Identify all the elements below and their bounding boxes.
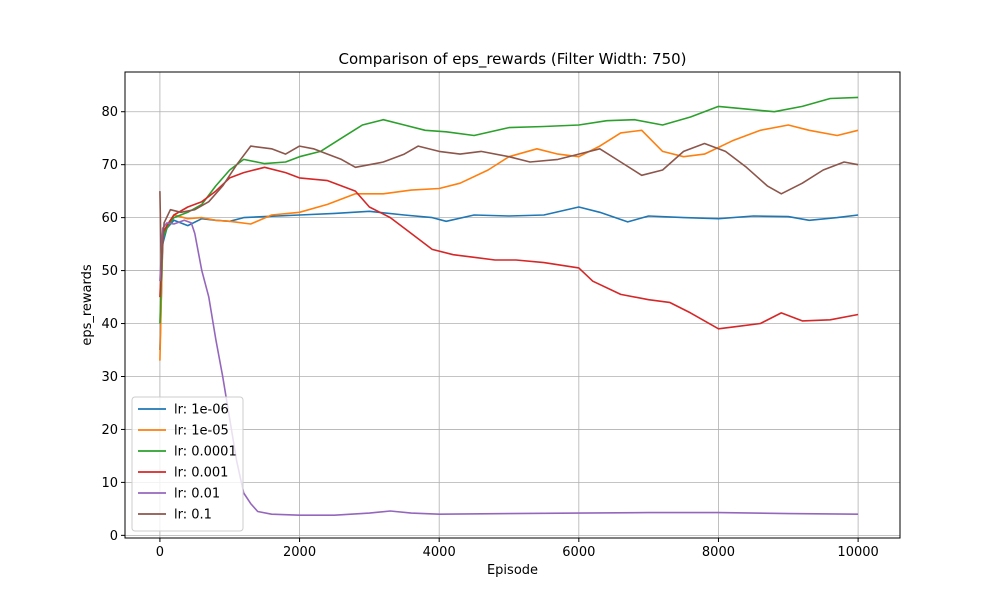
series-line: [159, 219, 859, 516]
ticks: 0 2000 4000 6000 8000 10000 0 10 20 30 40 50 60 70 80: [101, 105, 878, 560]
x-tick-label: 10000: [837, 545, 878, 560]
legend-label: lr: 0.0001: [174, 445, 237, 460]
legend-label: lr: 0.1: [174, 508, 212, 523]
series-line: [159, 142, 859, 272]
x-tick-label: 6000: [562, 545, 595, 560]
x-tick-label: 8000: [702, 545, 735, 560]
y-tick-label: 20: [101, 423, 118, 438]
legend: lr: 1e-06 lr: 1e-05 lr: 0.0001 lr: 0.001 lr:…: [131, 396, 244, 532]
y-axis-label: eps_rewards: [80, 264, 95, 346]
x-tick-label: 4000: [423, 545, 456, 560]
x-tick-label: 0: [156, 545, 164, 560]
x-axis-label: Episode: [487, 563, 538, 578]
y-tick-label: 10: [101, 476, 118, 491]
series-line: [159, 206, 859, 351]
grid: [125, 72, 900, 538]
legend-label: lr: 1e-06: [174, 403, 229, 418]
legend-label: lr: 0.01: [174, 487, 220, 502]
y-tick-label: 0: [110, 529, 118, 544]
series-lines: [159, 96, 859, 516]
chart-title: Comparison of eps_rewards (Filter Width:…: [338, 50, 686, 69]
y-tick-label: 50: [101, 264, 118, 279]
x-tick-label: 2000: [283, 545, 316, 560]
series-line: [159, 124, 859, 361]
legend-label: lr: 0.001: [174, 466, 228, 481]
y-tick-label: 60: [101, 211, 118, 226]
y-tick-label: 40: [101, 317, 118, 332]
plot-frame: [124, 71, 901, 539]
legend-label: lr: 1e-05: [174, 424, 229, 439]
y-tick-label: 70: [101, 158, 118, 173]
y-tick-label: 30: [101, 370, 118, 385]
y-tick-label: 80: [101, 105, 118, 120]
series-line: [159, 166, 859, 330]
